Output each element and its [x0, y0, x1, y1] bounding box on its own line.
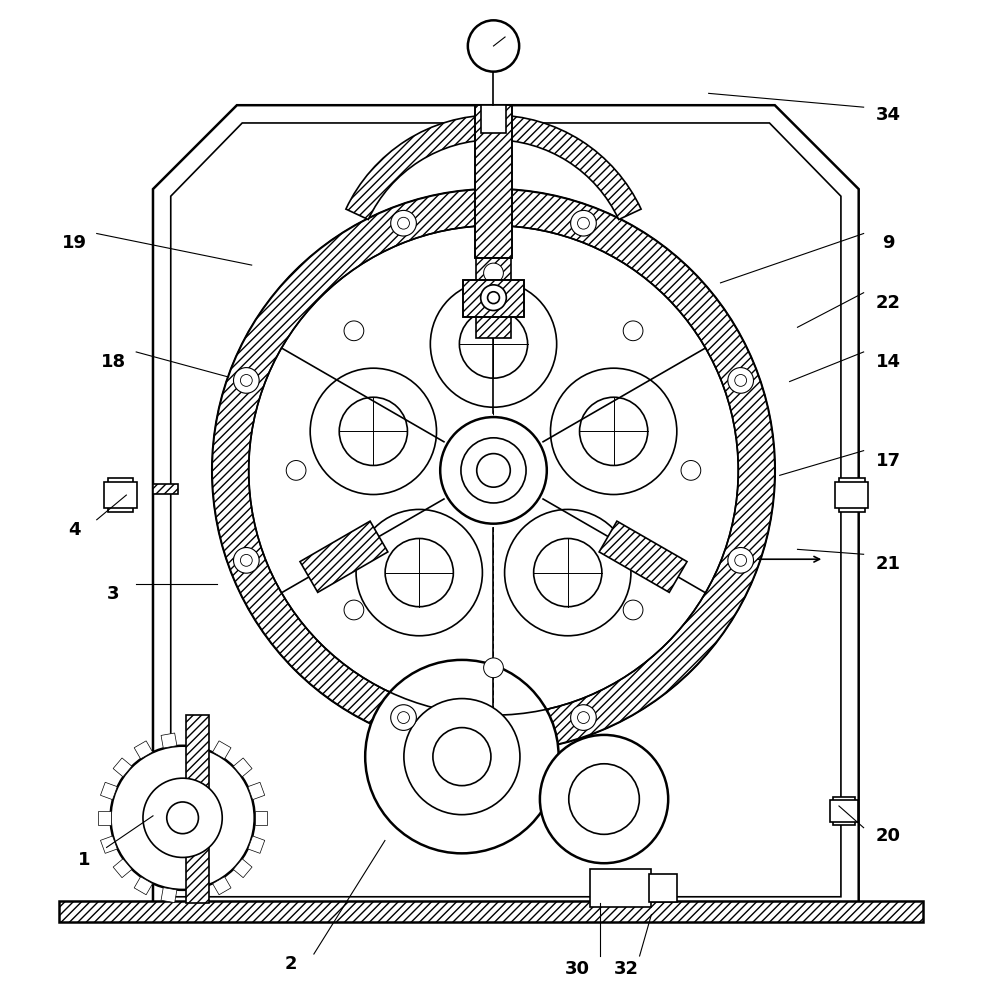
Polygon shape — [101, 836, 117, 853]
Circle shape — [440, 417, 546, 524]
Polygon shape — [134, 741, 153, 759]
Circle shape — [483, 263, 503, 283]
Polygon shape — [134, 877, 153, 895]
Circle shape — [480, 285, 506, 310]
Bar — [474, 105, 512, 258]
Circle shape — [234, 368, 259, 393]
Polygon shape — [188, 888, 204, 903]
Circle shape — [467, 20, 519, 72]
Circle shape — [570, 210, 596, 236]
Circle shape — [487, 292, 499, 304]
Polygon shape — [113, 859, 132, 878]
Circle shape — [568, 764, 639, 834]
Text: 30: 30 — [564, 960, 590, 978]
Circle shape — [570, 705, 596, 730]
Circle shape — [403, 699, 520, 815]
Bar — [185, 715, 209, 903]
Circle shape — [727, 368, 752, 393]
Polygon shape — [212, 877, 231, 895]
Wedge shape — [212, 189, 774, 752]
Circle shape — [433, 728, 490, 786]
Bar — [462, 280, 524, 317]
Bar — [829, 800, 857, 822]
Bar — [300, 521, 387, 592]
Bar — [480, 105, 506, 133]
Text: 2: 2 — [285, 955, 297, 973]
Circle shape — [310, 368, 436, 495]
Circle shape — [577, 217, 589, 229]
Circle shape — [734, 554, 745, 566]
Text: 21: 21 — [875, 555, 900, 573]
Polygon shape — [161, 888, 176, 903]
Polygon shape — [254, 811, 267, 825]
Circle shape — [504, 509, 630, 636]
Bar — [834, 482, 868, 508]
Circle shape — [344, 321, 364, 341]
Circle shape — [344, 600, 364, 620]
Polygon shape — [101, 782, 117, 800]
Circle shape — [212, 189, 774, 752]
Circle shape — [286, 461, 306, 480]
Circle shape — [460, 438, 526, 503]
Circle shape — [110, 746, 254, 890]
Text: 34: 34 — [875, 106, 900, 124]
Circle shape — [390, 210, 416, 236]
Bar — [838, 478, 864, 512]
Polygon shape — [233, 859, 251, 878]
Polygon shape — [98, 811, 110, 825]
Bar — [153, 484, 177, 494]
Bar — [107, 478, 133, 512]
Circle shape — [476, 454, 510, 487]
Bar — [104, 482, 137, 508]
Text: 1: 1 — [78, 851, 90, 869]
Bar — [649, 874, 676, 902]
Text: 18: 18 — [101, 353, 126, 371]
Circle shape — [577, 712, 589, 723]
Circle shape — [241, 554, 252, 566]
Text: 17: 17 — [875, 452, 900, 470]
Bar — [475, 257, 511, 338]
Bar — [462, 280, 524, 317]
Text: 14: 14 — [875, 353, 900, 371]
Circle shape — [680, 461, 700, 480]
Circle shape — [356, 509, 482, 636]
Polygon shape — [247, 782, 264, 800]
Polygon shape — [247, 836, 264, 853]
Bar — [832, 797, 854, 825]
Circle shape — [143, 778, 222, 857]
Circle shape — [622, 600, 642, 620]
Circle shape — [622, 321, 642, 341]
Circle shape — [550, 368, 676, 495]
Circle shape — [734, 375, 745, 386]
Bar — [59, 901, 922, 922]
Circle shape — [397, 712, 409, 723]
Text: 20: 20 — [875, 827, 900, 845]
Circle shape — [365, 660, 558, 853]
Polygon shape — [212, 741, 231, 759]
Circle shape — [539, 735, 668, 863]
Bar — [599, 521, 686, 592]
Text: 19: 19 — [61, 234, 87, 252]
Polygon shape — [113, 758, 132, 777]
Polygon shape — [233, 758, 251, 777]
Text: 22: 22 — [875, 294, 900, 312]
Circle shape — [727, 548, 752, 573]
Text: 4: 4 — [68, 521, 80, 539]
Circle shape — [483, 658, 503, 678]
Text: 9: 9 — [881, 234, 893, 252]
Circle shape — [390, 705, 416, 730]
Text: 32: 32 — [613, 960, 639, 978]
Text: 3: 3 — [107, 585, 119, 603]
Circle shape — [397, 217, 409, 229]
Polygon shape — [161, 733, 176, 748]
Wedge shape — [345, 115, 641, 220]
Bar — [590, 869, 651, 907]
Polygon shape — [153, 105, 858, 915]
Circle shape — [241, 375, 252, 386]
Bar — [474, 105, 512, 258]
Circle shape — [167, 802, 198, 834]
Circle shape — [234, 548, 259, 573]
Polygon shape — [188, 733, 204, 748]
Circle shape — [430, 281, 556, 407]
